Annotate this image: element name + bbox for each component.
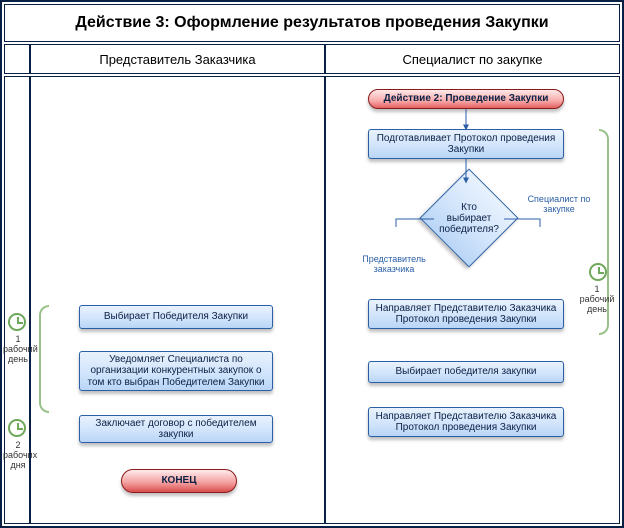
lane1-arrows [31,77,331,227]
clock-icon [589,263,607,281]
node-n4: Уведомляет Специалиста по организации ко… [79,351,273,391]
lane-hdr-narrow [4,44,30,74]
lane-hdr-1-text: Представитель Заказчика [99,52,255,67]
lanes-body: 1 рабочий день 2 рабочих дня Выбирает По… [4,76,620,524]
time2: 2 рабочих дня [3,441,33,471]
node-n3: Выбирает Победителя Закупки [79,305,273,329]
edge-d1-left: Представитель заказчика [354,255,434,275]
page-title: Действие 3: Оформление результатов прове… [4,4,620,42]
title-text: Действие 3: Оформление результатов прове… [75,14,548,32]
node-n7: Заключает договор с победителем закупки [79,415,273,443]
bracket-left [39,305,49,413]
clock-icon [8,419,26,437]
node-n2: Направляет Представителю Заказчика Прото… [368,299,564,329]
stage: Действие 3: Оформление результатов прове… [0,0,624,528]
lane-hdr-1: Представитель Заказчика [30,44,325,74]
node-n5: Выбирает победителя закупки [368,361,564,383]
lane-hdr-2: Специалист по закупке [325,44,620,74]
node-start: Действие 2: Проведение Закупки [368,89,564,109]
edge-d1-right: Специалист по закупке [524,195,594,215]
time1: 1 рабочий день [3,335,33,365]
lane-1: Выбирает Победителя Закупки Уведомляет С… [30,76,325,524]
node-n6: Направляет Представителю Заказчика Прото… [368,407,564,437]
lane-hdr-2-text: Специалист по закупке [402,52,542,67]
time3: 1 рабочий день [577,285,617,315]
lane-2: Действие 2: Проведение Закупки Подготавл… [325,76,620,524]
clock-icon [8,313,26,331]
lane-header-row: Представитель Заказчика Специалист по за… [4,44,620,74]
node-n1: Подготавливает Протокол проведения Закуп… [368,129,564,159]
lane-side: 1 рабочий день 2 рабочих дня [4,76,30,524]
decision-d1: Кто выбирает победителя? [434,183,504,253]
node-end: КОНЕЦ [121,469,237,493]
